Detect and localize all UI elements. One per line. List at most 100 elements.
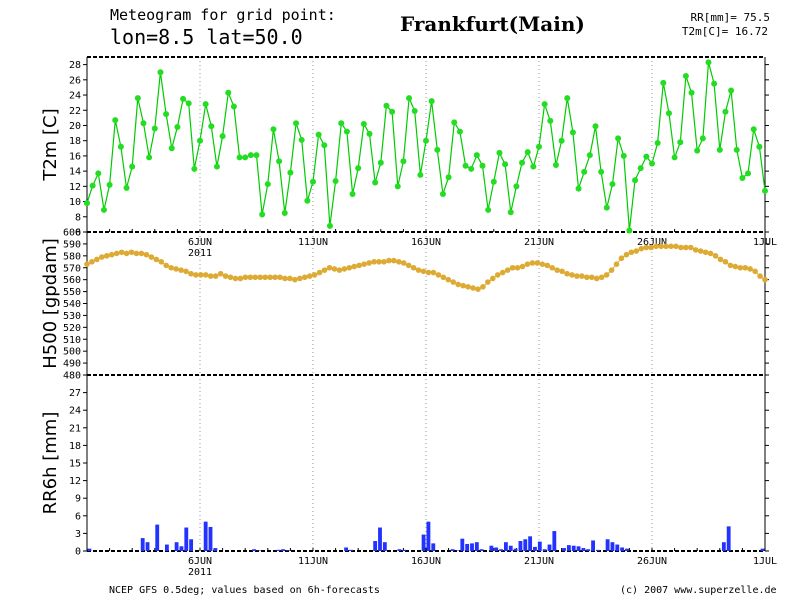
- rr6h-bar: [523, 539, 528, 551]
- t2m-point: [468, 165, 475, 172]
- h500-point: [257, 274, 264, 281]
- t2m-point: [213, 163, 220, 170]
- h500-point: [331, 266, 338, 272]
- h500-point: [311, 272, 318, 278]
- t2m-point: [270, 126, 277, 133]
- h500-point: [356, 262, 362, 269]
- rr6h-bar: [576, 546, 581, 551]
- h500-point: [485, 279, 491, 285]
- header-city: Frankfurt(Main): [400, 12, 585, 36]
- h500-point: [470, 285, 476, 291]
- rr6h-bar: [479, 549, 484, 551]
- h500-point: [153, 256, 160, 263]
- rr6h-bar: [450, 549, 455, 551]
- h500-point: [480, 284, 486, 290]
- h500-point: [395, 258, 402, 265]
- h500-point: [757, 273, 763, 279]
- t2m-point: [264, 181, 271, 188]
- rr6h-bar: [87, 548, 92, 551]
- h500-point: [588, 274, 595, 281]
- h500-point: [514, 264, 521, 271]
- t2m-point: [276, 158, 283, 165]
- h500-point: [301, 274, 308, 281]
- h500-point: [272, 274, 278, 281]
- y-tick-label: 550: [63, 287, 81, 298]
- h500-point: [524, 261, 531, 267]
- h500-point: [598, 274, 605, 281]
- t2m-point: [745, 170, 752, 177]
- h500-point: [267, 274, 273, 281]
- h500-point: [207, 273, 214, 279]
- y-tick-label: 560: [63, 275, 81, 286]
- x-tick-label: 26JUN: [637, 556, 667, 567]
- t2m-point: [434, 146, 441, 153]
- h500-point: [579, 273, 585, 279]
- h500-point: [143, 251, 150, 258]
- rr6h-bar: [615, 544, 620, 551]
- t2m-point: [479, 162, 486, 169]
- h500-point: [173, 266, 179, 272]
- x-tick-label: 16JUN: [411, 237, 441, 248]
- t2m-point: [298, 136, 305, 143]
- t2m-point: [728, 87, 735, 94]
- h500-point: [376, 258, 382, 265]
- h500-point: [584, 274, 590, 281]
- header-rr-total: RR[mm]= 75.5: [690, 11, 770, 24]
- h500-point: [341, 266, 348, 272]
- rr6h-bar: [281, 549, 286, 551]
- h500-point: [727, 262, 734, 269]
- rr6h-bar: [610, 542, 615, 551]
- t2m-point: [253, 152, 260, 159]
- h500-point: [99, 254, 105, 260]
- h500-point: [455, 281, 461, 288]
- t2m-point: [208, 123, 215, 130]
- t2m-point: [157, 69, 164, 76]
- t2m-point: [377, 159, 384, 166]
- t2m-point: [310, 178, 316, 185]
- h500-point: [683, 244, 689, 251]
- rr6h-bar: [426, 521, 431, 551]
- rr6h-bar: [721, 542, 726, 551]
- h500-point: [405, 262, 412, 269]
- h500-point: [361, 261, 367, 267]
- h500-point: [762, 276, 768, 283]
- h500-point: [163, 262, 169, 269]
- h500-point: [84, 261, 90, 267]
- h500-point: [386, 257, 392, 264]
- h500-point: [638, 245, 645, 252]
- rr6h-bar: [213, 548, 218, 551]
- rr6h-bar: [397, 549, 402, 551]
- h500-point: [494, 272, 501, 278]
- y-tick-label: 27: [69, 388, 81, 399]
- h500-point: [499, 269, 506, 276]
- t2m-point: [100, 206, 107, 213]
- t2m-point: [355, 165, 362, 172]
- t2m-point: [174, 124, 181, 130]
- h500-point: [415, 267, 422, 273]
- rr6h-bar: [586, 549, 591, 551]
- h500-point: [668, 243, 674, 250]
- header-title-line1: Meteogram for grid point:: [110, 6, 336, 24]
- t2m-point: [247, 152, 254, 159]
- x-year-label: 2011: [188, 248, 212, 259]
- h500-point: [707, 250, 714, 257]
- x-tick-label: 16JUN: [411, 556, 441, 567]
- y-tick-label: 8: [75, 212, 81, 223]
- t2m-point: [598, 168, 605, 175]
- h500-point: [752, 268, 758, 275]
- t2m-point: [643, 153, 650, 160]
- t2m-point: [462, 162, 469, 169]
- t2m-point: [225, 89, 232, 96]
- x-tick-label: 1JUL: [753, 237, 777, 248]
- h500-point: [618, 255, 625, 262]
- t2m-point: [146, 154, 153, 161]
- t2m-point: [417, 171, 424, 178]
- t2m-point: [513, 183, 520, 190]
- t2m-point: [671, 154, 678, 161]
- h500-point: [316, 269, 323, 276]
- h500-point: [737, 264, 744, 271]
- t2m-point: [564, 95, 571, 102]
- rr6h-bar: [518, 541, 523, 551]
- t2m-point: [400, 158, 407, 165]
